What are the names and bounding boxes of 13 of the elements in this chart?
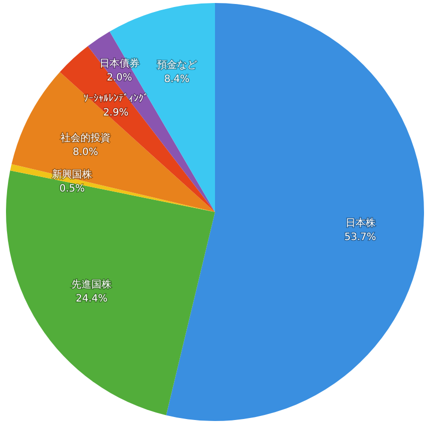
slice-label: 社会的投資 <box>60 132 110 144</box>
slice-label: 預金など <box>156 58 197 71</box>
slice-label: ｿｰｼｬﾙﾚﾝﾃﾞｨﾝｸﾞ <box>83 92 148 104</box>
data-label: 2.9% <box>103 107 128 118</box>
data-label: 8.4% <box>164 74 190 85</box>
data-label: 53.7% <box>344 232 376 244</box>
data-label: 24.4% <box>76 294 108 305</box>
data-label: 0.5% <box>59 184 85 195</box>
slice-label: 日本株 <box>345 217 376 230</box>
slice-label: 先進国株 <box>72 278 112 291</box>
data-label: 8.0% <box>72 147 98 158</box>
slice-label: 新興国株 <box>52 168 92 181</box>
slice-label: 日本債券 <box>99 58 140 70</box>
